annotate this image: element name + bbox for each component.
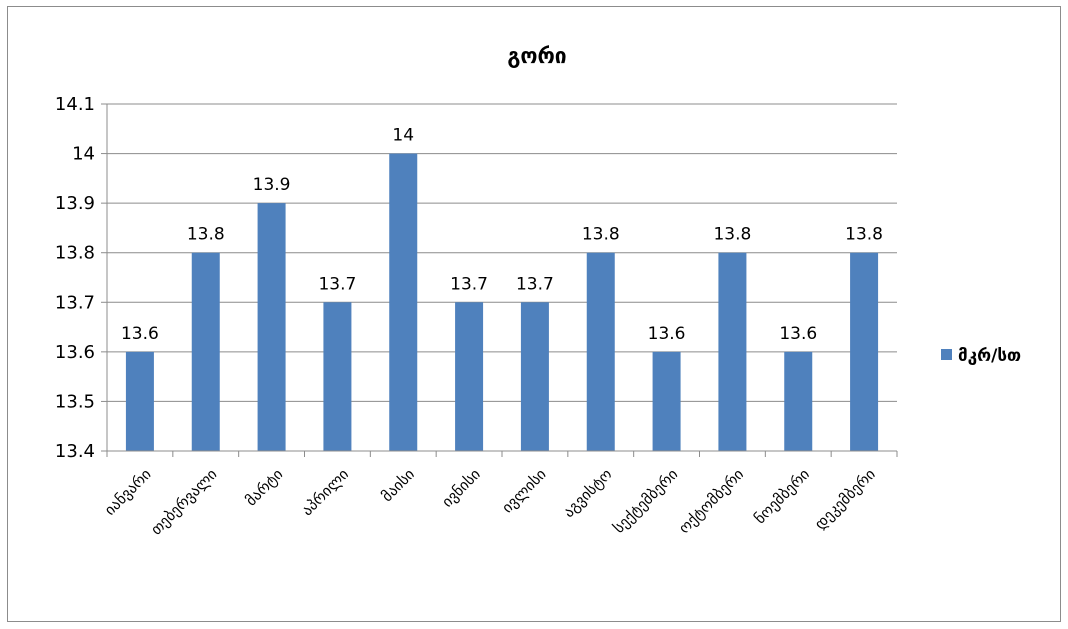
- legend-swatch: [941, 349, 952, 360]
- x-tick-label: ოქტომბერი: [675, 465, 747, 537]
- data-label: 13.6: [121, 324, 159, 344]
- gridlines: [107, 103, 897, 402]
- data-label: 13.8: [713, 225, 751, 245]
- x-tick-label: დეკემბერი: [811, 465, 879, 533]
- x-tick-label: მაისი: [378, 465, 418, 505]
- bar: [389, 153, 418, 452]
- bar: [455, 302, 484, 451]
- bar: [191, 252, 220, 451]
- data-labels: 13.6 13.8 13.9 13.7 14 13.7 13.7 13.8 13.6 13.8 13…: [121, 126, 883, 344]
- data-label: 13.6: [648, 324, 686, 344]
- bar: [850, 252, 879, 451]
- data-label: 13.8: [582, 225, 620, 245]
- x-tick-label: ნოემბერი: [751, 465, 814, 528]
- y-tick-label: 13.4: [55, 441, 95, 462]
- bar: [125, 351, 154, 451]
- bar: [257, 203, 286, 451]
- bar: [586, 252, 615, 451]
- data-label: 13.6: [779, 324, 817, 344]
- axes: [101, 103, 898, 457]
- y-tick-label: 13.6: [55, 342, 95, 363]
- y-tick-label: 14: [72, 144, 95, 165]
- x-tick-label: ივნისი: [438, 465, 484, 511]
- bar-series: [125, 153, 879, 452]
- legend: მკრ/სთ: [941, 346, 1021, 366]
- bar: [718, 252, 747, 451]
- y-tick-label: 13.9: [55, 193, 95, 214]
- y-tick-label: 13.5: [55, 391, 95, 412]
- bar: [323, 302, 352, 451]
- legend-label: მკრ/სთ: [958, 346, 1021, 366]
- data-label: 13.7: [450, 274, 488, 294]
- y-tick-label: 14.1: [55, 94, 95, 115]
- y-axis-tick-labels: 13.4 13.5 13.6 13.7 13.8 13.9 14 14.1: [55, 94, 95, 462]
- data-label: 14: [392, 126, 414, 146]
- bar: [652, 351, 681, 451]
- bar: [520, 302, 549, 451]
- data-label: 13.7: [516, 274, 554, 294]
- x-tick-label: ივლისი: [498, 465, 550, 517]
- x-tick-label: აპრილი: [298, 465, 352, 519]
- x-tick-label: თებერვალი: [147, 465, 221, 539]
- y-tick-label: 13.7: [55, 292, 95, 313]
- x-tick-label: სექტემბერი: [610, 465, 682, 537]
- x-tick-label: იანვარი: [101, 465, 155, 519]
- y-tick-label: 13.8: [55, 243, 95, 264]
- data-label: 13.7: [318, 274, 356, 294]
- chart-title: გორი: [507, 44, 566, 68]
- data-label: 13.8: [187, 225, 225, 245]
- x-tick-label: აგვისტო: [560, 465, 616, 521]
- bar: [784, 351, 813, 451]
- data-label: 13.9: [253, 175, 291, 195]
- data-label: 13.8: [845, 225, 883, 245]
- x-tick-label: მარტი: [242, 465, 287, 510]
